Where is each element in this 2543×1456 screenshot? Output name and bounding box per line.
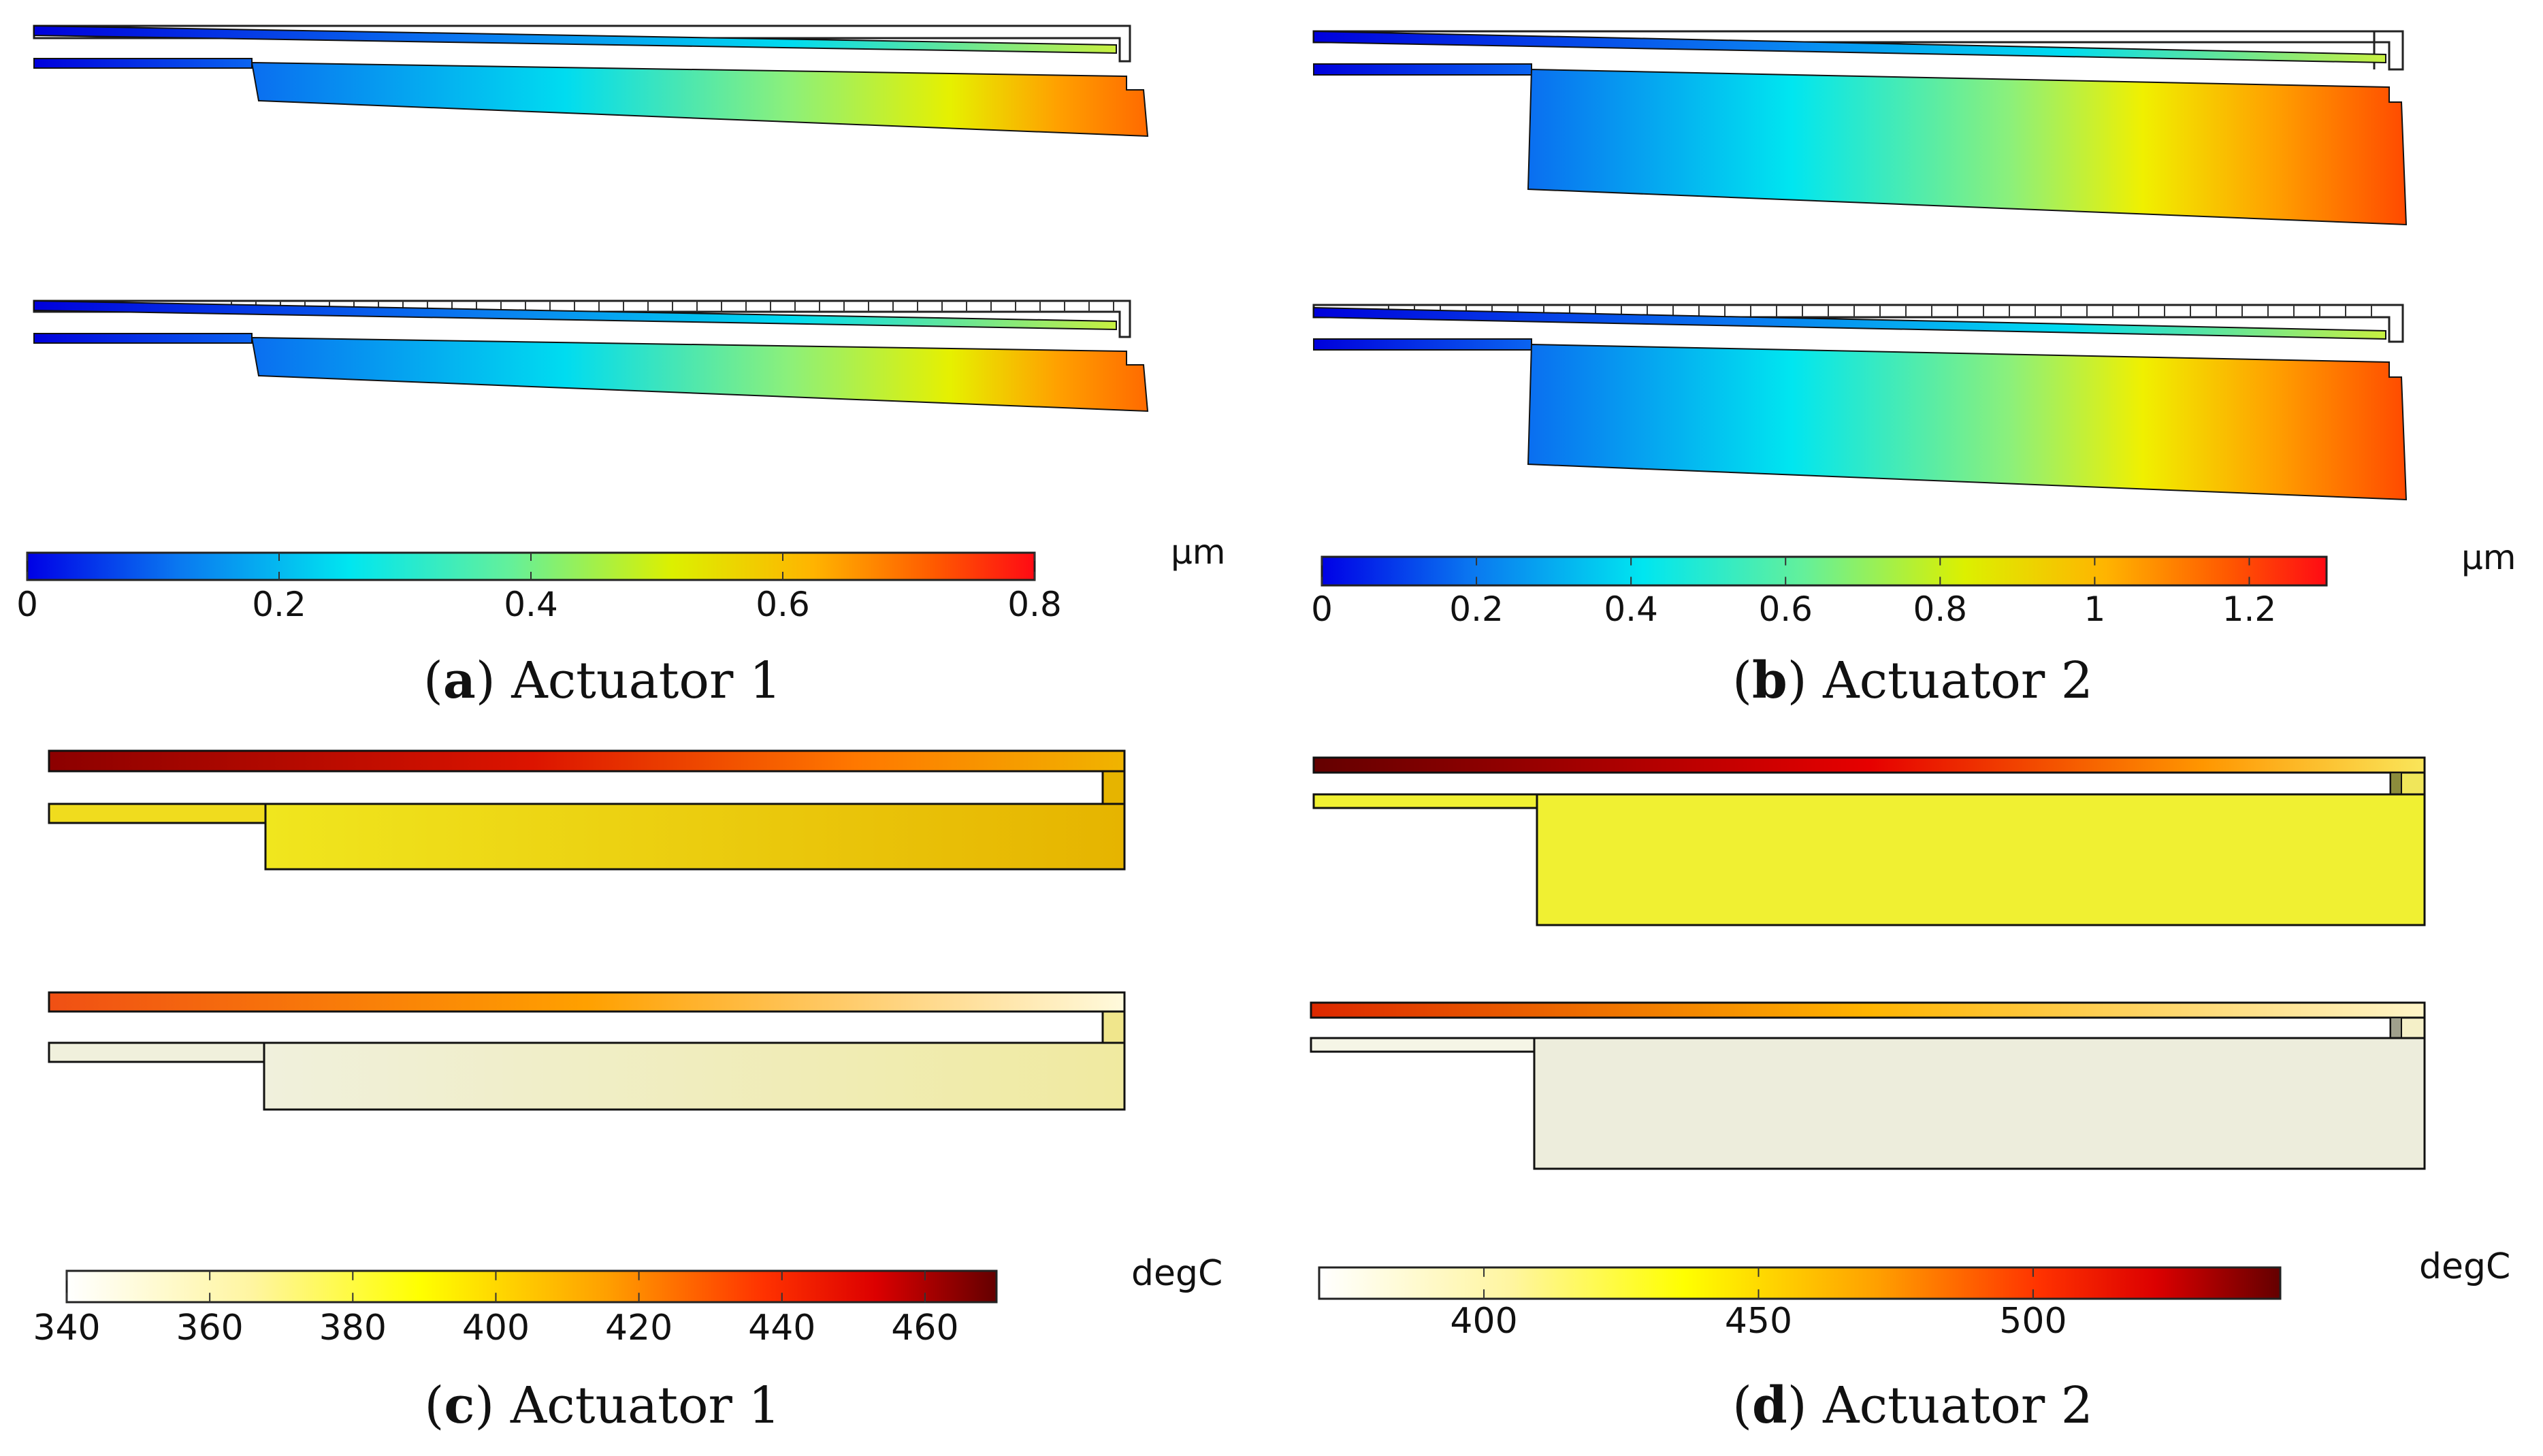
panel-b-actuator-undeformed xyxy=(1312,30,2408,226)
colorbar-d xyxy=(1318,1266,2282,1300)
colorbar-c xyxy=(65,1269,998,1304)
panel-a-actuator-meshed xyxy=(33,300,1149,412)
caption-b: (b) Actuator 2 xyxy=(1732,651,2093,710)
panel-a: 0 0.2 0.4 0.6 0.8 μm (a) Actuator 1 xyxy=(16,25,1226,710)
colorbar-b xyxy=(1321,555,2328,587)
panel-c-actuator-hot xyxy=(48,749,1126,871)
actuator-body xyxy=(1527,68,2408,226)
colorbar-tick-label: 0.6 xyxy=(756,585,810,624)
beam-cold-arm xyxy=(33,58,253,69)
panel-b-actuator-meshed xyxy=(1312,304,2408,501)
colorbar-tick-label: 500 xyxy=(1999,1301,2067,1342)
colorbar-tick-label: 1 xyxy=(2084,589,2105,629)
beam-cold-arm xyxy=(48,1041,265,1063)
caption-a-letter: a xyxy=(443,651,476,710)
actuator-body xyxy=(250,61,1149,137)
colorbar-ticks-c: 340 360 380 400 420 440 460 xyxy=(33,1271,959,1348)
beam-connector xyxy=(1101,770,1126,805)
caption-a: (a) Actuator 1 xyxy=(423,651,781,710)
beam-hot-arm xyxy=(1312,756,2426,774)
panel-d-actuator-hot xyxy=(1312,756,2426,926)
colorbar-ticks-d: 400 450 500 xyxy=(1450,1267,2067,1342)
colorbar-tick-label: 400 xyxy=(1450,1301,1517,1342)
beam-connector-dark xyxy=(2390,772,2402,795)
colorbar-ticks-b: 0 0.2 0.4 0.6 0.8 1 1.2 xyxy=(1311,557,2276,629)
beam-hot-arm xyxy=(1310,1001,2426,1019)
beam-hot-arm xyxy=(33,300,1117,331)
caption-c-letter: c xyxy=(444,1376,474,1435)
beam-cold-arm xyxy=(33,333,253,344)
beam-cold-arm xyxy=(1313,63,1532,76)
beam-cold-arm xyxy=(1310,1037,1536,1053)
beam-hot-arm xyxy=(48,991,1126,1013)
caption-c-title: Actuator 1 xyxy=(510,1376,781,1435)
caption-c: (c) Actuator 1 xyxy=(424,1376,780,1435)
colorbar-tick-label: 440 xyxy=(748,1308,815,1348)
colorbar-unit-c: degC xyxy=(1131,1253,1222,1294)
beam-hot-arm xyxy=(33,25,1117,54)
beam-connector-dark xyxy=(2390,1017,2402,1039)
colorbar-tick-label: 0.8 xyxy=(1007,585,1062,624)
colorbar-tick-label: 0.2 xyxy=(252,585,306,624)
panel-b: 0 0.2 0.4 0.6 0.8 1 1.2 μm (b) Actuator 2 xyxy=(1311,30,2516,710)
colorbar-tick-label: 420 xyxy=(605,1308,673,1348)
colorbar-tick-label: 0.2 xyxy=(1449,589,1504,629)
beam-cold-arm xyxy=(48,803,267,824)
panel-d: 400 450 500 degC (d) Actuator 2 xyxy=(1310,756,2510,1435)
panel-d-actuator-cool xyxy=(1310,1001,2426,1170)
actuator-body xyxy=(250,336,1149,412)
caption-d: (d) Actuator 2 xyxy=(1732,1376,2093,1435)
caption-d-letter: d xyxy=(1752,1376,1787,1435)
caption-b-letter: b xyxy=(1752,651,1787,710)
colorbar-tick-label: 380 xyxy=(319,1308,387,1348)
panel-c: 340 360 380 400 420 440 460 degC (c) Actuator … xyxy=(33,749,1222,1435)
colorbar-tick-label: 0 xyxy=(16,585,38,624)
colorbar-tick-label: 360 xyxy=(176,1308,244,1348)
colorbar-tick-label: 0.8 xyxy=(1913,589,1968,629)
actuator-body xyxy=(1536,793,2426,926)
colorbar-tick-label: 460 xyxy=(891,1308,958,1348)
undeformed-outline xyxy=(33,25,1131,63)
colorbar-tick-label: 0.4 xyxy=(504,585,558,624)
actuator-body xyxy=(263,1041,1126,1111)
colorbar-tick-label: 400 xyxy=(462,1308,530,1348)
colorbar-tick-label: 1.2 xyxy=(2222,589,2277,629)
colorbar-unit-b: μm xyxy=(2461,538,2516,577)
beam-hot-arm xyxy=(1313,30,2386,64)
actuator-body xyxy=(264,803,1126,871)
colorbar-tick-label: 0.6 xyxy=(1758,589,1813,629)
panel-a-actuator-undeformed xyxy=(33,25,1149,137)
beam-cold-arm xyxy=(1312,793,1538,809)
caption-a-title: Actuator 1 xyxy=(511,651,781,710)
actuator-body xyxy=(1533,1037,2426,1170)
beam-hot-arm xyxy=(48,749,1126,773)
undeformed-outline xyxy=(33,300,1131,338)
colorbar-tick-label: 0.4 xyxy=(1604,589,1658,629)
colorbar-unit-a: μm xyxy=(1171,532,1226,572)
caption-d-title: Actuator 2 xyxy=(1822,1376,2093,1435)
beam-hot-arm xyxy=(1313,306,2386,340)
beam-cold-arm xyxy=(1313,338,1532,351)
colorbar-tick-label: 340 xyxy=(33,1308,100,1348)
beam-connector xyxy=(1101,1010,1126,1044)
caption-b-title: Actuator 2 xyxy=(1822,651,2093,710)
colorbar-tick-label: 450 xyxy=(1725,1301,1792,1342)
colorbar-unit-d: degC xyxy=(2419,1246,2510,1287)
actuator-body xyxy=(1527,343,2408,501)
panel-c-actuator-cool xyxy=(48,991,1126,1111)
colorbar-ticks-a: 0 0.2 0.4 0.6 0.8 xyxy=(16,553,1062,624)
colorbar-tick-label: 0 xyxy=(1311,589,1333,629)
